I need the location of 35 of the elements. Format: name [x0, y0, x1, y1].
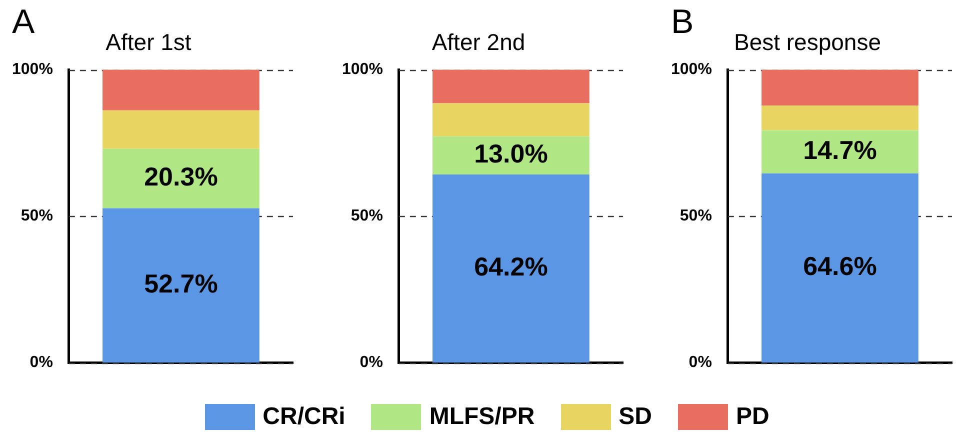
bar: [762, 106, 918, 130]
legend-label: SD: [618, 403, 652, 431]
bar: [432, 70, 590, 104]
chart-title: Best response: [734, 29, 882, 56]
y-tick-label: 50%: [680, 208, 712, 225]
data-label: 14.7%: [803, 134, 877, 165]
y-tick-label: 0%: [30, 354, 53, 372]
bar: [102, 110, 260, 149]
text: B: [671, 3, 694, 41]
bar: [762, 173, 918, 363]
y-tick-label: 100%: [342, 61, 383, 78]
y-tick-label: 100%: [12, 61, 53, 78]
data-label: 52.7%: [144, 268, 218, 299]
data-label: 13.0%: [474, 138, 548, 169]
bar: [432, 174, 590, 363]
chart-title: After 2nd: [432, 29, 526, 56]
bar: [102, 148, 260, 208]
legend-label: PD: [736, 403, 770, 431]
bar: [102, 70, 260, 110]
data-label: 64.6%: [803, 251, 877, 282]
data-label: 20.3%: [144, 162, 218, 192]
bar: [762, 70, 918, 106]
y-tick-label: 0%: [360, 354, 383, 372]
legend-label: CR/CRi: [262, 403, 346, 431]
text: A: [12, 3, 35, 41]
legend-label: MLFS/PR: [429, 403, 535, 431]
y-tick-label: 0%: [688, 354, 712, 372]
chart-title: After 1st: [106, 29, 192, 56]
y-tick-label: 50%: [20, 208, 53, 225]
bar: [762, 130, 918, 174]
y-tick-label: 100%: [671, 61, 712, 78]
data-label: 64.2%: [474, 252, 548, 282]
bar: [432, 103, 590, 136]
bar: [102, 208, 260, 363]
y-tick-label: 50%: [350, 208, 383, 225]
